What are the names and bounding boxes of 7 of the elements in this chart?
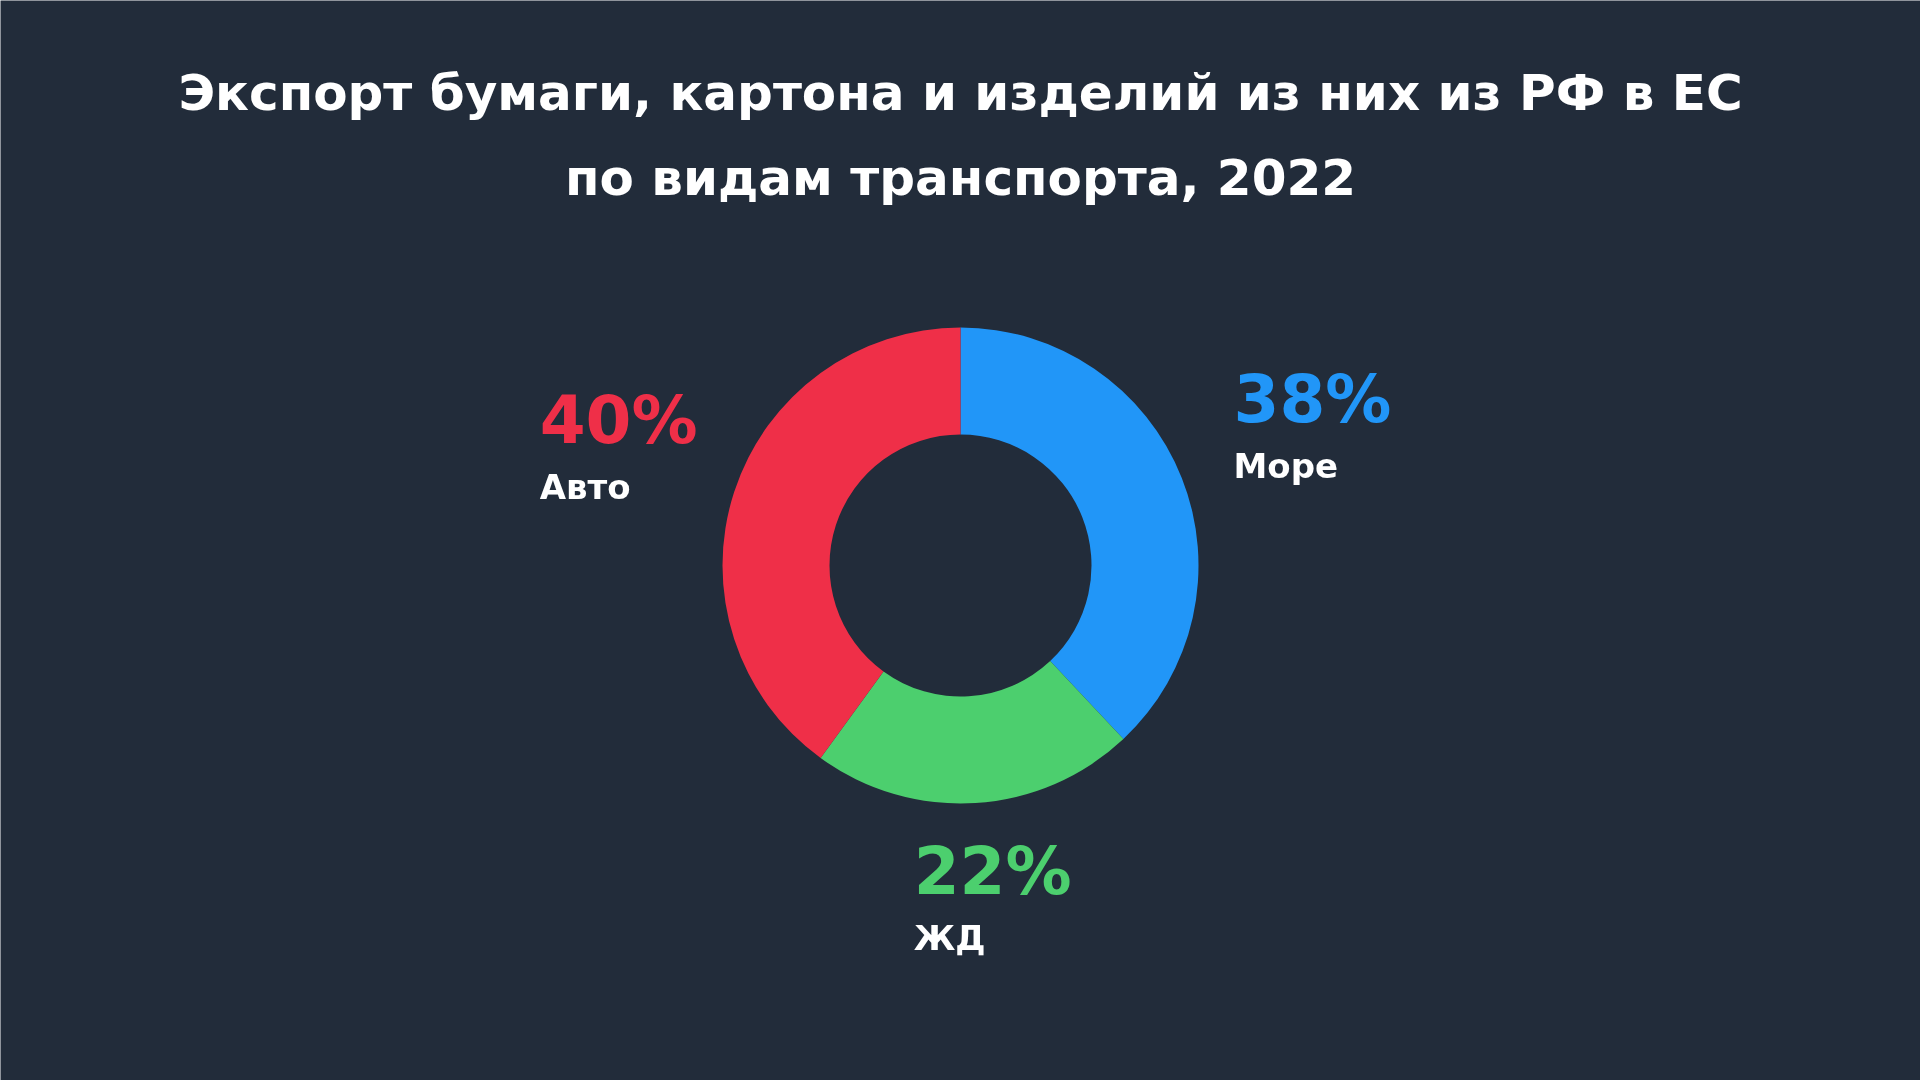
slice-label: Авто <box>539 466 631 507</box>
data-label: 40% <box>539 381 698 459</box>
chart-title: Экспорт бумаги, картона и изделий из них из РФ в ЕС по видам транспорта, 2022 <box>178 64 1743 207</box>
slice-label: Море <box>1233 446 1339 487</box>
slice-label: ЖД <box>913 917 986 958</box>
data-label: 22% <box>913 832 1072 910</box>
data-label: 38% <box>1233 361 1392 439</box>
